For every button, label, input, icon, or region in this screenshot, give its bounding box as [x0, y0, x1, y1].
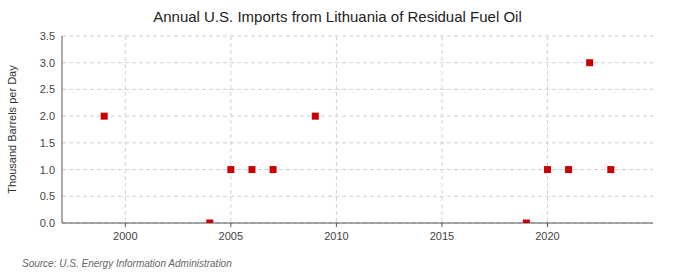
point: [270, 166, 277, 173]
x-tick: [336, 223, 337, 227]
x-tick-label: 2000: [113, 230, 137, 242]
point: [248, 166, 255, 173]
y-tick-label: 2.5: [40, 83, 55, 95]
y-tick-label: 2.0: [40, 110, 55, 122]
point: [206, 220, 213, 224]
y-grid-line: [62, 116, 653, 117]
x-tick-label: 2005: [219, 230, 243, 242]
y-tick-label: 0.0: [40, 217, 55, 229]
x-tick-label: 2020: [535, 230, 559, 242]
point: [586, 59, 593, 66]
y-grid-line: [62, 196, 653, 197]
point: [523, 220, 530, 224]
point: [544, 166, 551, 173]
x-tick: [230, 223, 231, 227]
x-tick: [125, 223, 126, 227]
y-grid-line: [62, 169, 653, 170]
y-tick-label: 1.5: [40, 137, 55, 149]
x-tick: [441, 223, 442, 227]
point: [312, 113, 319, 120]
y-axis-line: [62, 36, 63, 223]
point: [607, 166, 614, 173]
x-tick: [547, 223, 548, 227]
source-note: Source: U.S. Energy Information Administ…: [22, 258, 232, 269]
y-axis-label: Thousand Barrels per Day: [6, 65, 18, 194]
x-grid-line: [547, 36, 548, 223]
point: [565, 166, 572, 173]
axes: 0.0 0.5 1.0 1.5 2.0 2.5 3.0 3.5 2000 2005 2010 2015…: [40, 30, 653, 242]
points: [101, 59, 615, 223]
y-grid-line: [62, 223, 653, 224]
y-tick-label: 1.0: [40, 164, 55, 176]
x-grid-line: [336, 36, 337, 223]
x-tick-label: 2015: [430, 230, 454, 242]
y-tick-label: 0.5: [40, 190, 55, 202]
y-tick-label: 3.5: [40, 30, 55, 42]
grid: [62, 36, 653, 223]
chart: Annual U.S. Imports from Lithuania of Re…: [0, 0, 675, 275]
y-tick-label: 3.0: [40, 57, 55, 69]
y-grid-line: [62, 36, 653, 37]
x-grid-line: [125, 36, 126, 223]
title: Annual U.S. Imports from Lithuania of Re…: [153, 8, 522, 25]
x-grid-line: [441, 36, 442, 223]
y-grid-line: [62, 62, 653, 63]
y-grid-line: [62, 142, 653, 143]
x-grid-line: [230, 36, 231, 223]
point: [227, 166, 234, 173]
x-axis-line: [62, 223, 653, 224]
x-tick-label: 2010: [324, 230, 348, 242]
y-grid-line: [62, 89, 653, 90]
point: [101, 113, 108, 120]
